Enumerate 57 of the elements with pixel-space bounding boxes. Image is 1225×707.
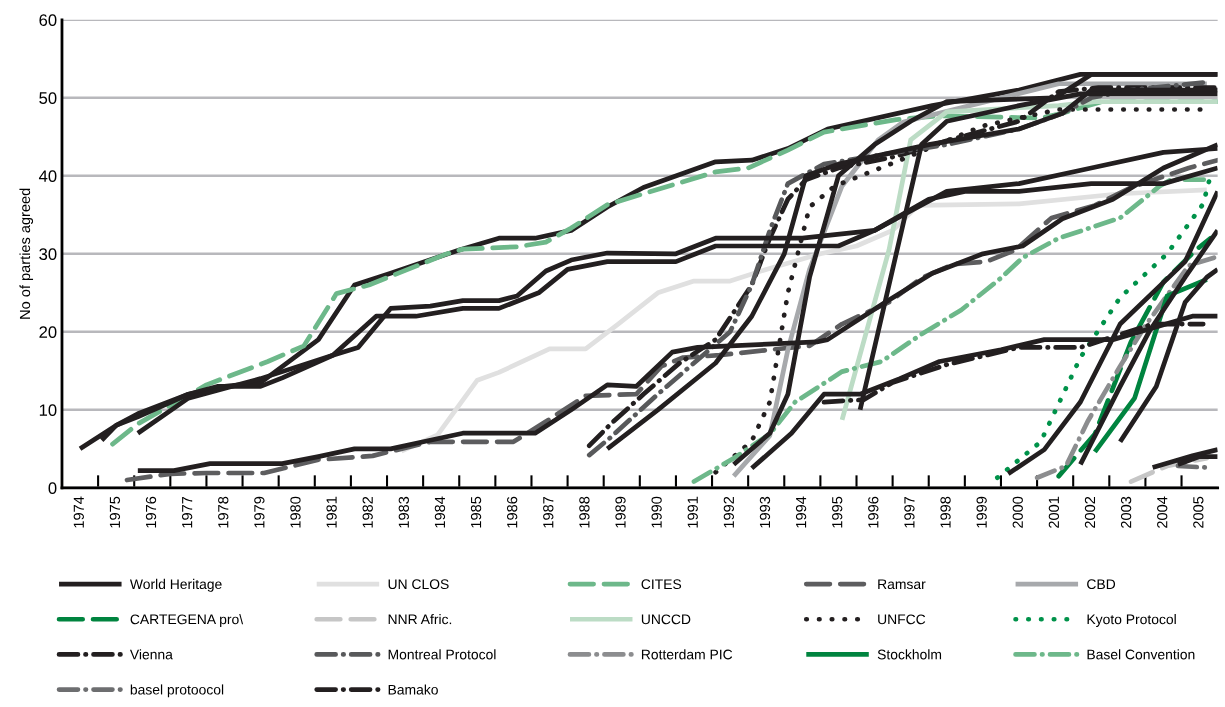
- legend-label: Bamako: [388, 684, 438, 695]
- x-tick-label: 1993: [759, 496, 771, 528]
- x-tick-label: 1978: [218, 496, 229, 528]
- legend-label: Ramsar: [878, 579, 926, 590]
- legend-label: UNCCD: [641, 614, 691, 625]
- legend-label: UNFCC: [878, 614, 926, 625]
- x-tick-label: 1987: [543, 496, 554, 528]
- legend-label: CBD: [1087, 579, 1116, 590]
- x-tick-label: 1992: [723, 496, 735, 528]
- x-tick-label: 1994: [795, 496, 807, 528]
- x-tick-label: 2005: [1193, 496, 1204, 528]
- x-tick-label: 2000: [1012, 496, 1023, 528]
- legend-label: World Heritage: [129, 578, 222, 592]
- legend-label: Kyoto Protocol: [1087, 614, 1176, 627]
- y-tick-label: 50: [39, 92, 57, 104]
- x-tick-label: 1989: [615, 496, 626, 528]
- x-tick-label: 2003: [1120, 496, 1132, 528]
- y-tick-label: 20: [39, 326, 57, 339]
- x-tick-label: 1974: [73, 496, 84, 528]
- legend-label: UN CLOS: [388, 579, 449, 590]
- x-tick-label: 1980: [290, 496, 301, 528]
- x-tick-label: 1982: [362, 496, 373, 528]
- y-axis-title: No of parties agreed: [19, 188, 34, 319]
- legend-label: NNR Afric.: [388, 614, 452, 625]
- x-tick-label: 1976: [145, 496, 157, 528]
- legend-label: Rotterdam PIC: [641, 649, 733, 660]
- x-tick-label: 1996: [868, 496, 879, 528]
- legend-label: Vienna: [129, 649, 173, 660]
- x-tick-label: 1975: [109, 496, 121, 528]
- legend-label: Montreal Protocol: [388, 649, 496, 660]
- x-tick-label: 1988: [579, 496, 590, 528]
- y-tick-label: 0: [48, 482, 57, 495]
- x-tick-label: 1991: [687, 496, 698, 528]
- x-tick-label: 1995: [832, 496, 843, 528]
- x-tick-label: 1998: [940, 496, 951, 528]
- x-tick-label: 1977: [181, 496, 193, 528]
- legend-label: CARTEGENA pro\: [130, 614, 244, 627]
- legend-label: CITES: [641, 579, 682, 590]
- x-tick-label: 1983: [398, 496, 409, 528]
- legend-label: basel protoocol: [130, 684, 224, 698]
- legend-label: Stockholm: [877, 649, 942, 660]
- x-tick-label: 2004: [1157, 496, 1168, 528]
- y-tick-label: 40: [38, 170, 57, 183]
- x-tick-label: 1999: [976, 496, 987, 528]
- x-tick-label: 1990: [651, 496, 662, 528]
- x-tick-label: 1981: [326, 496, 337, 528]
- x-tick-label: 1979: [254, 496, 265, 528]
- y-tick-label: 60: [39, 14, 57, 26]
- x-tick-label: 2001: [1048, 496, 1060, 528]
- x-tick-label: 2002: [1084, 496, 1096, 528]
- x-tick-label: 1984: [434, 496, 446, 528]
- x-tick-label: 1997: [904, 496, 915, 528]
- legend-label: Basel Convention: [1087, 649, 1195, 660]
- y-tick-label: 10: [39, 404, 57, 417]
- y-tick-label: 30: [39, 248, 57, 261]
- x-tick-label: 1985: [470, 496, 482, 528]
- x-tick-label: 1986: [507, 496, 518, 528]
